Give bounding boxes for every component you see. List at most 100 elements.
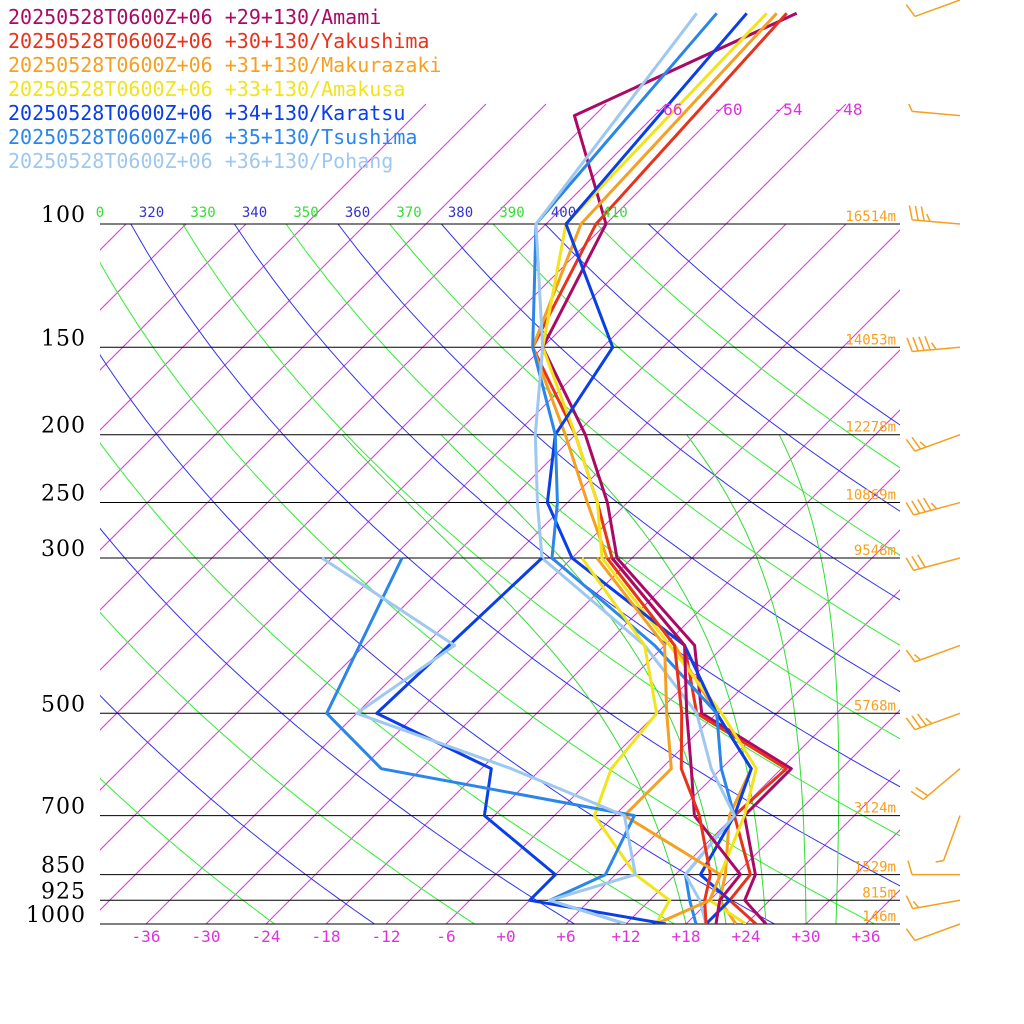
wind-barb xyxy=(905,712,961,731)
pressure-label: 700 xyxy=(41,795,86,820)
pressure-label: 1000 xyxy=(26,903,86,928)
wind-barb-flag xyxy=(906,337,913,352)
upper-isotherm-line xyxy=(725,103,847,225)
wind-barb-flag xyxy=(924,336,931,351)
dry-adiabat-line xyxy=(285,224,900,740)
wind-barb-shaft xyxy=(912,899,961,910)
profile-line xyxy=(610,557,742,924)
isotherm-line xyxy=(100,224,427,551)
wind-barb xyxy=(908,103,961,117)
wind-barb xyxy=(905,644,961,663)
height-label: 1529m xyxy=(854,860,896,876)
pressure-label: 150 xyxy=(41,326,86,351)
height-label: 5768m xyxy=(854,698,896,714)
theta-label: 400 xyxy=(551,205,576,221)
background-lines xyxy=(0,224,900,924)
pressure-label: 925 xyxy=(41,879,86,904)
wind-barb-flag xyxy=(911,555,921,570)
wind-barb-flag xyxy=(908,103,913,112)
profile-line xyxy=(605,557,712,924)
pressure-label: 300 xyxy=(41,537,86,562)
upper-isotherms xyxy=(305,103,847,225)
theta-label: 0 xyxy=(96,205,104,221)
legend: 20250528T0600Z+06 +29+130/Amami20250528T… xyxy=(8,5,441,173)
upper-isotherm-line xyxy=(365,103,487,225)
theta-label: 330 xyxy=(190,205,215,221)
legend-entry: 20250528T0600Z+06 +33+130/Amakusa xyxy=(8,77,405,101)
wind-barb-flag xyxy=(917,554,926,568)
wind-barb-flag xyxy=(930,342,937,350)
pressure-label: 500 xyxy=(41,692,86,717)
wind-barb-shaft xyxy=(913,557,961,572)
dry-adiabat-line xyxy=(596,224,900,469)
wind-barb-flag xyxy=(919,441,927,448)
upper-isotherm-line xyxy=(545,103,667,225)
profile-line xyxy=(375,556,667,924)
dry-adiabat-line xyxy=(100,694,376,924)
wind-barb xyxy=(905,497,961,516)
dry-adiabat-line xyxy=(100,777,276,924)
profiles xyxy=(321,11,798,924)
dry-adiabat-line xyxy=(389,224,900,646)
isotherm-line xyxy=(325,349,900,924)
isotherm-line xyxy=(0,224,6,924)
wind-barb-shaft xyxy=(922,768,961,801)
profile-line xyxy=(321,556,637,924)
theta-label: 340 xyxy=(242,205,267,221)
profile-line xyxy=(531,12,788,924)
temperature-tick-label: +30 xyxy=(792,927,821,946)
temperature-tick-label: +18 xyxy=(672,927,701,946)
isotherm-line xyxy=(205,229,900,924)
isotherm-line xyxy=(385,409,900,924)
dry-adiabat-line xyxy=(100,261,876,924)
wind-barb-shaft xyxy=(914,712,961,731)
wind-barb xyxy=(905,0,961,18)
isotherm-line xyxy=(445,469,900,924)
theta-label: 410 xyxy=(602,205,627,221)
temperature-tick-label: -12 xyxy=(372,927,401,946)
temperature-tick-label: +36 xyxy=(852,927,881,946)
height-label: 12278m xyxy=(845,420,896,436)
isotherm-line xyxy=(100,224,187,311)
wind-barb-shaft xyxy=(912,219,961,225)
isotherm-line xyxy=(145,224,847,924)
dry-adiabat-line xyxy=(100,442,676,924)
wind-barb-shaft xyxy=(942,815,961,861)
profile-line xyxy=(531,12,736,924)
wind-barb-flag xyxy=(925,717,933,725)
isotherm-line xyxy=(100,224,787,911)
wind-barb-flag xyxy=(905,717,916,731)
dry-adiabat-line xyxy=(441,224,900,601)
height-label: 815m xyxy=(862,885,896,901)
moist-adiabat-line xyxy=(778,434,840,924)
isotherm-line xyxy=(100,224,247,371)
wind-barb-flag xyxy=(905,4,916,17)
wind-barb-flag xyxy=(922,497,932,511)
legend-entry: 20250528T0600Z+06 +35+130/Tsushima xyxy=(8,125,417,149)
isotherm-line xyxy=(865,889,900,924)
theta-label: 360 xyxy=(345,205,370,221)
wind-barb-flag xyxy=(915,786,929,797)
isotherm-line xyxy=(505,529,900,924)
wind-barb-flag xyxy=(905,557,915,571)
isotherm-line xyxy=(565,589,900,924)
legend-entry: 20250528T0600Z+06 +30+130/Yakushima xyxy=(8,29,429,53)
theta-label: 350 xyxy=(293,205,318,221)
wind-barb-flag xyxy=(911,715,922,729)
temperature-tick-label: -24 xyxy=(252,927,281,946)
dry-adiabat-line xyxy=(100,527,576,924)
theta-label: 320 xyxy=(139,205,164,221)
wind-barb-flag xyxy=(920,206,925,222)
wind-barb-flag xyxy=(905,438,916,452)
wind-barb-flag xyxy=(908,205,913,220)
height-label: 9548m xyxy=(854,543,896,559)
dry-adiabat-line xyxy=(182,224,900,837)
temperature-tick-label: +6 xyxy=(556,927,575,946)
isotherm-line xyxy=(100,224,307,431)
moist-adiabat-line xyxy=(686,434,807,924)
wind-barb-flag xyxy=(926,213,931,222)
temperature-tick-label: +12 xyxy=(612,927,641,946)
wind-barb-flag xyxy=(914,205,919,221)
upper-isotherm-label: -54 xyxy=(774,100,803,119)
